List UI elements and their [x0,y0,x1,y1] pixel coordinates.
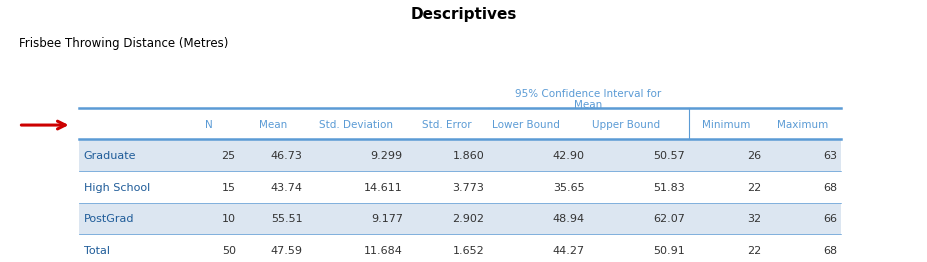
Text: Maximum: Maximum [776,120,828,130]
Bar [688,203,764,235]
Bar [688,86,764,110]
Bar [764,203,840,235]
Bar [239,203,306,235]
Bar [688,172,764,203]
Text: 55.51: 55.51 [271,214,302,224]
Text: 66: 66 [822,214,836,224]
Bar [764,172,840,203]
Text: Lower Bound: Lower Bound [491,120,559,130]
Text: 10: 10 [222,214,235,224]
Text: 50: 50 [222,246,235,256]
Bar [179,86,239,110]
Text: 62.07: 62.07 [653,214,684,224]
Bar [239,140,306,172]
Bar [179,172,239,203]
Bar [688,110,764,140]
Text: 44.27: 44.27 [552,246,584,256]
Bar [406,140,488,172]
Text: 47.59: 47.59 [271,246,302,256]
Text: 68: 68 [822,183,836,193]
Bar [764,86,840,110]
Text: 50.91: 50.91 [653,246,684,256]
Bar [688,140,764,172]
Text: Upper Bound: Upper Bound [591,120,659,130]
Bar [688,235,764,262]
Text: Graduate: Graduate [83,151,136,161]
Text: Std. Deviation: Std. Deviation [319,120,393,130]
Bar [179,203,239,235]
Text: 32: 32 [746,214,760,224]
Text: 43.74: 43.74 [271,183,302,193]
Text: 46.73: 46.73 [271,151,302,161]
Text: 1.860: 1.860 [452,151,484,161]
Bar [179,110,239,140]
Bar [764,110,840,140]
Bar [406,235,488,262]
Text: High School: High School [83,183,149,193]
Text: Descriptives: Descriptives [411,7,516,22]
Text: 15: 15 [222,183,235,193]
Text: 48.94: 48.94 [552,214,584,224]
Bar [239,110,306,140]
Text: 63: 63 [822,151,836,161]
Text: Mean: Mean [259,120,286,130]
Text: 22: 22 [746,246,760,256]
Bar [764,235,840,262]
Text: 68: 68 [822,246,836,256]
Text: 51.83: 51.83 [653,183,684,193]
Text: 50.57: 50.57 [653,151,684,161]
Text: PostGrad: PostGrad [83,214,133,224]
Text: 25: 25 [222,151,235,161]
Bar [239,86,306,110]
Bar [764,140,840,172]
Text: 11.684: 11.684 [363,246,402,256]
Text: N: N [205,120,213,130]
Text: 26: 26 [746,151,760,161]
Bar [406,86,488,110]
Text: Total: Total [83,246,109,256]
Bar [179,235,239,262]
Bar [406,172,488,203]
Text: 1.652: 1.652 [452,246,484,256]
Text: 2.902: 2.902 [452,214,484,224]
Text: 35.65: 35.65 [552,183,584,193]
Text: Minimum: Minimum [702,120,750,130]
Text: Std. Error: Std. Error [422,120,472,130]
Text: 42.90: 42.90 [552,151,584,161]
Bar [179,140,239,172]
Bar [239,235,306,262]
Bar [406,110,488,140]
Text: 3.773: 3.773 [452,183,484,193]
Text: 14.611: 14.611 [363,183,402,193]
Text: Frisbee Throwing Distance (Metres): Frisbee Throwing Distance (Metres) [19,37,228,50]
Text: 22: 22 [746,183,760,193]
Bar [406,203,488,235]
Bar [239,172,306,203]
Text: 95% Confidence Interval for
Mean: 95% Confidence Interval for Mean [514,89,661,110]
Text: 9.177: 9.177 [371,214,402,224]
Text: 9.299: 9.299 [370,151,402,161]
